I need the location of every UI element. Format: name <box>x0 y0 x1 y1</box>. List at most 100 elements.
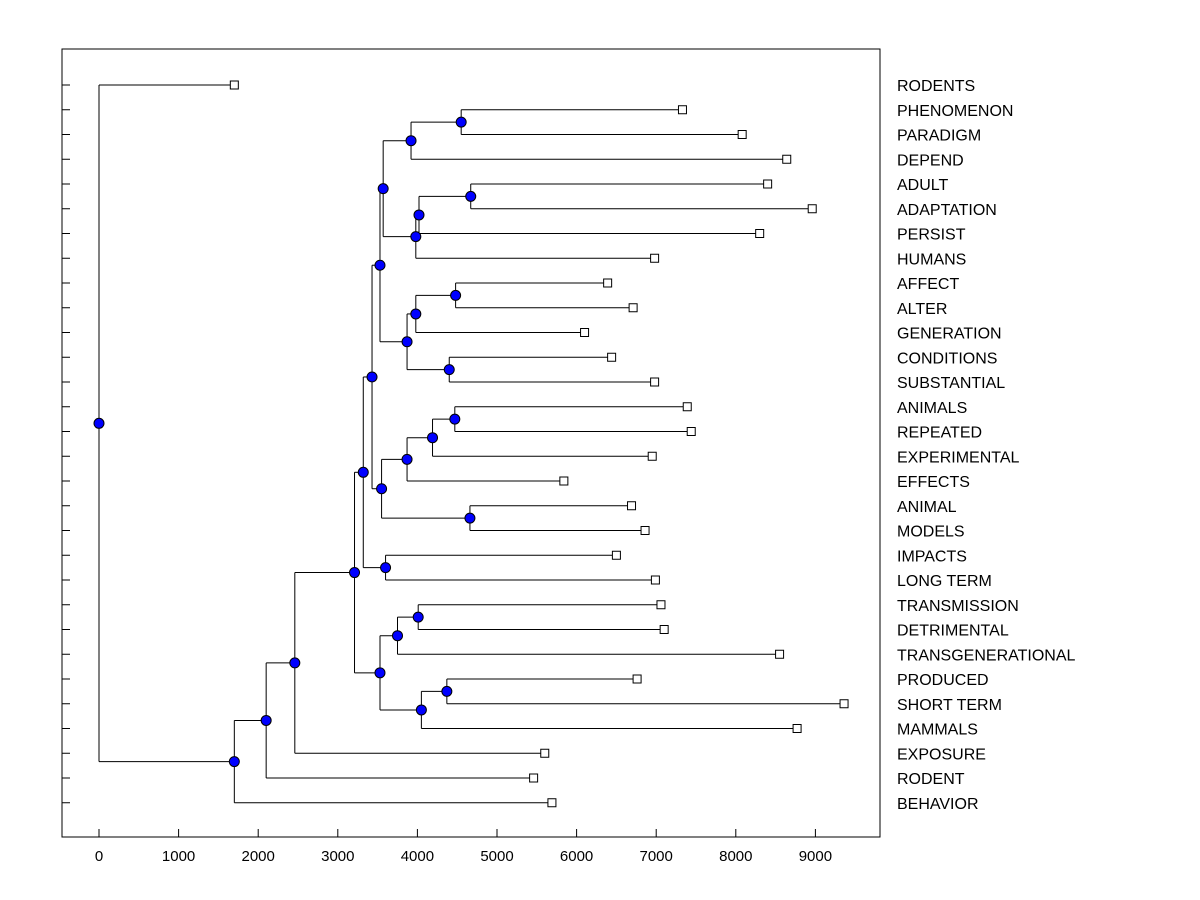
leaf-label: DEPEND <box>897 152 964 169</box>
x-tick-label: 9000 <box>799 848 832 865</box>
merge-node-marker <box>401 453 413 465</box>
x-tick-label: 6000 <box>560 848 593 865</box>
leaf-label: PARADIGM <box>897 128 981 145</box>
merge-node-marker <box>455 116 467 128</box>
leaf-label: ADULT <box>897 177 948 194</box>
leaf-marker <box>559 476 569 486</box>
leaf-label: ANIMAL <box>897 499 957 516</box>
merge-node-marker <box>376 483 388 495</box>
leaf-marker <box>650 377 660 387</box>
leaf-label: EFFECTS <box>897 474 970 491</box>
merge-node-marker <box>93 417 105 429</box>
leaf-label: RODENTS <box>897 78 975 95</box>
x-tick-label: 7000 <box>640 848 673 865</box>
leaf-marker <box>627 501 637 511</box>
leaf-label: HUMANS <box>897 251 966 268</box>
dendrogram-links <box>98 84 845 804</box>
leaf-marker <box>775 649 785 659</box>
leaf-marker <box>229 80 239 90</box>
leaf-marker <box>650 253 660 263</box>
merge-node-marker <box>289 657 301 669</box>
leaf-marker <box>686 427 696 436</box>
leaf-marker <box>611 550 621 560</box>
leaf-label: ANIMALS <box>897 400 967 417</box>
leaf-marker <box>632 674 642 684</box>
y-axis-ticks <box>62 84 70 804</box>
merge-node-marker <box>377 183 389 195</box>
leaf-marker <box>737 130 747 139</box>
merge-node-marker <box>357 466 369 478</box>
leaf-label: EXPOSURE <box>897 746 986 763</box>
merge-node-marker <box>405 135 417 147</box>
leaf-label: BEHAVIOR <box>897 796 979 813</box>
leaf-label: TRANSGENERATIONAL <box>897 647 1076 664</box>
merge-node-marker <box>374 259 386 271</box>
merge-node-marker <box>260 714 272 726</box>
merge-node-marker <box>380 562 392 574</box>
merge-node-marker <box>410 231 422 243</box>
merge-node-marker <box>412 611 424 623</box>
leaf-marker <box>547 798 557 808</box>
leaf-label: ALTER <box>897 301 947 318</box>
leaf-label: GENERATION <box>897 326 1002 343</box>
leaf-marker <box>603 278 613 288</box>
leaf-marker <box>755 229 765 238</box>
merge-node-marker <box>427 432 439 444</box>
merge-node-marker <box>374 667 386 679</box>
leaf-marker <box>607 352 617 362</box>
leaf-marker <box>763 179 773 189</box>
merge-node-marker <box>366 371 378 383</box>
x-tick-label: 4000 <box>401 848 434 865</box>
leaf-marker <box>540 748 550 758</box>
leaf-label: MODELS <box>897 524 965 541</box>
x-tick-label: 0 <box>95 848 103 865</box>
x-tick-label: 3000 <box>321 848 354 865</box>
leaf-label: TRANSMISSION <box>897 598 1019 615</box>
leaf-label: RODENT <box>897 771 965 788</box>
merge-node-marker <box>413 209 425 221</box>
leaf-markers <box>229 80 849 808</box>
leaf-label: SHORT TERM <box>897 697 1002 714</box>
x-tick-label: 2000 <box>242 848 275 865</box>
leaf-marker <box>650 575 660 585</box>
leaf-marker <box>580 328 590 337</box>
merge-node-marker <box>464 512 476 524</box>
merge-node-marker <box>415 704 427 716</box>
merge-node-marker <box>443 364 455 376</box>
x-tick-label: 5000 <box>480 848 513 865</box>
merge-node-marker <box>392 630 403 642</box>
leaf-label: IMPACTS <box>897 548 967 565</box>
leaf-marker <box>782 154 792 164</box>
leaf-label: AFFECT <box>897 276 959 293</box>
x-tick-label: 1000 <box>162 848 195 865</box>
leaf-label: LONG TERM <box>897 573 992 590</box>
leaf-marker <box>682 402 692 412</box>
merge-node-marker <box>401 336 413 348</box>
leaf-label: DETRIMENTAL <box>897 623 1009 640</box>
leaf-label: PRODUCED <box>897 672 989 689</box>
merge-node-marker <box>410 308 422 320</box>
leaf-marker <box>529 773 539 783</box>
merge-node-marker <box>228 756 240 768</box>
leaf-marker <box>677 105 687 115</box>
leaf-marker <box>647 451 657 461</box>
merge-node-marker <box>441 685 453 697</box>
leaf-label: EXPERIMENTAL <box>897 449 1020 466</box>
leaf-label: CONDITIONS <box>897 350 997 367</box>
leaf-marker <box>656 600 666 610</box>
leaf-label: MAMMALS <box>897 722 978 739</box>
leaf-label: SUBSTANTIAL <box>897 375 1005 392</box>
leaf-label: ADAPTATION <box>897 202 997 219</box>
leaf-marker <box>640 526 650 535</box>
leaf-label: PHENOMENON <box>897 103 1013 120</box>
x-axis: 0 1000 2000 3000 4000 5000 6000 7000 8000 9000 <box>95 829 832 865</box>
leaf-marker <box>807 204 817 214</box>
merge-node-marker <box>465 190 477 202</box>
merge-node-marker <box>349 567 361 579</box>
merge-node-marker <box>449 413 461 425</box>
leaf-marker <box>792 724 802 733</box>
leaf-marker <box>839 699 849 709</box>
leaf-marker <box>659 625 669 634</box>
leaf-labels: RODENTS PHENOMENON PARADIGM DEPEND ADULT ADAP… <box>897 78 1076 813</box>
